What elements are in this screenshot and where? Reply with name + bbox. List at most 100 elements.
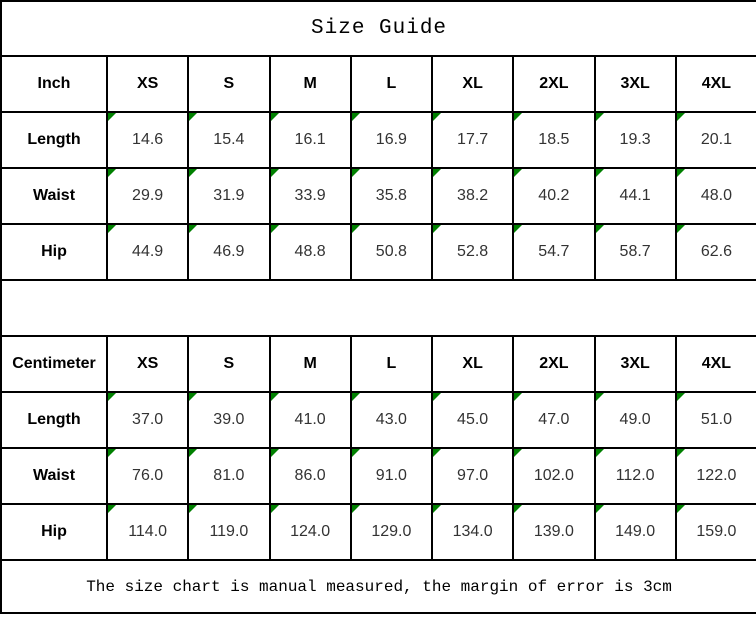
cell-corner-flag-icon: [677, 170, 685, 177]
size-value-cell: 19.3: [593, 111, 677, 169]
cell-corner-flag-icon: [596, 170, 604, 177]
size-value-cell: 44.9: [105, 223, 190, 281]
cell-value: 114.0: [128, 523, 168, 540]
size-column-header-2xl: 2XL: [512, 335, 596, 393]
size-value-cell: 129.0: [349, 503, 434, 561]
cell-corner-flag-icon: [434, 170, 441, 177]
cell-corner-flag-icon: [434, 506, 441, 513]
cell-corner-flag-icon: [271, 114, 279, 121]
size-value-cell: 102.0: [512, 447, 596, 505]
size-value-cell: 15.4: [187, 111, 271, 169]
cell-value: 47.0: [538, 411, 570, 428]
cell-corner-flag-icon: [109, 170, 116, 177]
cell-value: 81.0: [213, 467, 245, 484]
cell-corner-flag-icon: [109, 226, 116, 233]
size-value-cell: 58.7: [593, 223, 677, 281]
cell-corner-flag-icon: [352, 450, 360, 457]
size-value-cell: 44.1: [593, 167, 677, 225]
size-value-cell: 112.0: [593, 447, 677, 505]
cell-corner-flag-icon: [596, 394, 604, 401]
size-column-header-m: M: [268, 335, 352, 393]
table-row-cm-waist: Waist 76.0 81.0 86.0 91.0 97.0 102.0 112…: [0, 447, 756, 505]
cell-corner-flag-icon: [515, 170, 523, 177]
cell-corner-flag-icon: [109, 394, 116, 401]
size-value-cell: 81.0: [187, 447, 271, 505]
footer-row: The size chart is manual measured, the m…: [0, 559, 756, 614]
cell-value: 86.0: [294, 467, 326, 484]
cell-corner-flag-icon: [352, 226, 360, 233]
size-column-header-s: S: [187, 55, 271, 113]
cell-value: 119.0: [209, 523, 249, 540]
unit-header-inch: Inch: [0, 55, 108, 113]
cell-corner-flag-icon: [515, 114, 523, 121]
size-value-cell: 35.8: [349, 167, 434, 225]
cell-corner-flag-icon: [515, 506, 523, 513]
size-value-cell: 119.0: [187, 503, 271, 561]
table-row-cm-hip: Hip 114.0 119.0 124.0 129.0 134.0 139.0 …: [0, 503, 756, 561]
size-value-cell: 50.8: [349, 223, 434, 281]
cell-corner-flag-icon: [190, 506, 198, 513]
cell-value: 48.8: [294, 243, 326, 260]
size-value-cell: 17.7: [430, 111, 515, 169]
size-value-cell: 33.9: [268, 167, 352, 225]
row-label-waist: Waist: [0, 167, 108, 225]
cell-corner-flag-icon: [677, 226, 685, 233]
row-label-length: Length: [0, 111, 108, 169]
cell-value: 97.0: [457, 467, 489, 484]
cell-value: 17.7: [457, 131, 489, 148]
row-label-waist: Waist: [0, 447, 108, 505]
cell-corner-flag-icon: [271, 506, 279, 513]
size-value-cell: 149.0: [593, 503, 677, 561]
row-label-length: Length: [0, 391, 108, 449]
size-value-cell: 16.1: [268, 111, 352, 169]
cell-corner-flag-icon: [271, 394, 279, 401]
size-value-cell: 40.2: [512, 167, 596, 225]
size-value-cell: 139.0: [512, 503, 596, 561]
size-column-header-l: L: [349, 55, 434, 113]
cell-value: 58.7: [619, 243, 651, 260]
size-value-cell: 54.7: [512, 223, 596, 281]
row-label-hip: Hip: [0, 503, 108, 561]
size-value-cell: 18.5: [512, 111, 596, 169]
cell-corner-flag-icon: [109, 450, 116, 457]
cell-value: 149.0: [615, 523, 656, 540]
size-value-cell: 114.0: [105, 503, 190, 561]
cell-value: 50.8: [375, 243, 407, 260]
cell-value: 43.0: [375, 411, 407, 428]
size-column-header-4xl: 4XL: [674, 335, 756, 393]
cell-value: 52.8: [457, 243, 489, 260]
cell-corner-flag-icon: [190, 226, 198, 233]
cell-corner-flag-icon: [352, 114, 360, 121]
row-label-hip: Hip: [0, 223, 108, 281]
cell-value: 20.1: [700, 131, 732, 148]
cell-value: 46.9: [213, 243, 245, 260]
size-value-cell: 76.0: [105, 447, 190, 505]
title-row: Size Guide: [0, 0, 756, 57]
cell-value: 102.0: [533, 467, 574, 484]
cell-value: 112.0: [615, 467, 655, 484]
cell-value: 35.8: [375, 187, 407, 204]
inch-header-row: Inch XS S M L XL 2XL 3XL 4XL: [0, 55, 756, 113]
cell-corner-flag-icon: [109, 114, 116, 121]
cell-value: 18.5: [538, 131, 570, 148]
cell-value: 44.1: [619, 187, 651, 204]
cell-corner-flag-icon: [596, 226, 604, 233]
size-value-cell: 14.6: [105, 111, 190, 169]
cell-value: 31.9: [213, 187, 245, 204]
cell-corner-flag-icon: [515, 394, 523, 401]
cell-value: 91.0: [375, 467, 407, 484]
cell-value: 14.6: [132, 131, 164, 148]
cell-value: 139.0: [533, 523, 574, 540]
size-value-cell: 124.0: [268, 503, 352, 561]
size-value-cell: 91.0: [349, 447, 434, 505]
cell-value: 62.6: [700, 243, 732, 260]
cell-value: 45.0: [457, 411, 489, 428]
size-column-header-xs: XS: [105, 55, 190, 113]
cell-value: 39.0: [213, 411, 245, 428]
size-value-cell: 20.1: [674, 111, 756, 169]
size-value-cell: 43.0: [349, 391, 434, 449]
size-value-cell: 31.9: [187, 167, 271, 225]
size-column-header-s: S: [187, 335, 271, 393]
cell-value: 159.0: [696, 523, 737, 540]
